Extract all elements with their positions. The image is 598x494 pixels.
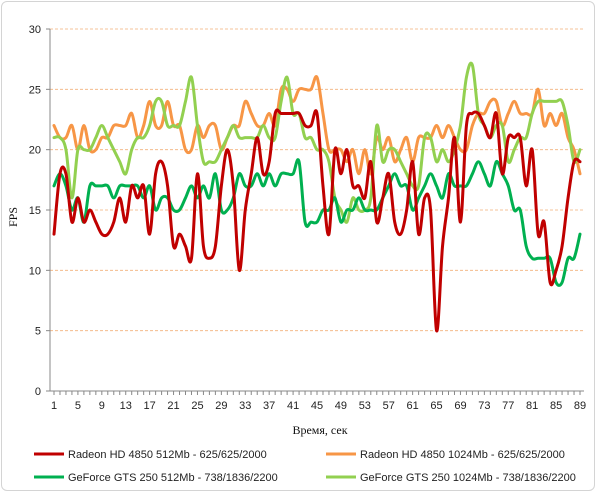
x-tick-label: 1 bbox=[51, 400, 57, 412]
x-tick-label: 81 bbox=[526, 400, 538, 412]
series-line-3 bbox=[52, 158, 582, 287]
x-tick-label: 37 bbox=[263, 400, 275, 412]
legend-label-2: Radeon HD 4850 1024Mb - 625/625/2000 bbox=[360, 449, 565, 461]
x-tick-label: 33 bbox=[239, 400, 251, 412]
x-tick-label: 69 bbox=[454, 400, 466, 412]
x-tick-label: 17 bbox=[144, 400, 156, 412]
y-tick-labels: 0 5 10 15 20 25 30 bbox=[29, 24, 41, 398]
x-tick-label: 57 bbox=[383, 400, 395, 412]
y-tick-label: 5 bbox=[35, 326, 41, 338]
x-tick-label: 77 bbox=[502, 400, 514, 412]
x-tick-label: 85 bbox=[550, 400, 562, 412]
series-line-1 bbox=[52, 108, 582, 333]
x-tick-label: 89 bbox=[574, 400, 586, 412]
series-line-2 bbox=[52, 75, 582, 176]
axes bbox=[46, 28, 584, 395]
x-tick-label: 49 bbox=[335, 400, 347, 412]
x-tick-label: 61 bbox=[407, 400, 419, 412]
x-tick-label: 13 bbox=[120, 400, 132, 412]
legend: Radeon HD 4850 512Mb - 625/625/2000 Radeo… bbox=[34, 449, 576, 484]
series-line-4 bbox=[52, 61, 582, 224]
x-tick-label: 5 bbox=[75, 400, 81, 412]
y-tick-label: 20 bbox=[29, 145, 41, 157]
legend-label-3: GeForce GTS 250 512Mb - 738/1836/2200 bbox=[68, 472, 278, 484]
y-tick-label: 30 bbox=[29, 24, 41, 36]
x-tick-label: 65 bbox=[430, 400, 442, 412]
y-tick-label: 15 bbox=[29, 205, 41, 217]
legend-label-1: Radeon HD 4850 512Mb - 625/625/2000 bbox=[68, 449, 267, 461]
legend-label-4: GeForce GTS 250 1024Mb - 738/1836/2200 bbox=[360, 472, 576, 484]
x-tick-label: 21 bbox=[167, 400, 179, 412]
y-axis-title: FPS bbox=[6, 207, 20, 227]
y-tick-label: 10 bbox=[29, 265, 41, 277]
y-tick-label: 25 bbox=[29, 84, 41, 96]
x-tick-label: 29 bbox=[215, 400, 227, 412]
x-tick-label: 25 bbox=[191, 400, 203, 412]
gridlines bbox=[50, 28, 584, 332]
x-tick-label: 41 bbox=[287, 400, 299, 412]
series-lines bbox=[52, 61, 582, 333]
y-tick-label: 0 bbox=[35, 386, 41, 398]
x-tick-label: 73 bbox=[478, 400, 490, 412]
x-tick-label: 53 bbox=[359, 400, 371, 412]
x-tick-label: 45 bbox=[311, 400, 323, 412]
x-tick-labels: 1 5 9 13 17 21 25 29 33 37 41 45 49 53 57 61 65 69 73 77 81 8… bbox=[51, 400, 586, 412]
x-tick-label: 9 bbox=[99, 400, 105, 412]
x-axis-title: Время, сек bbox=[292, 423, 347, 437]
